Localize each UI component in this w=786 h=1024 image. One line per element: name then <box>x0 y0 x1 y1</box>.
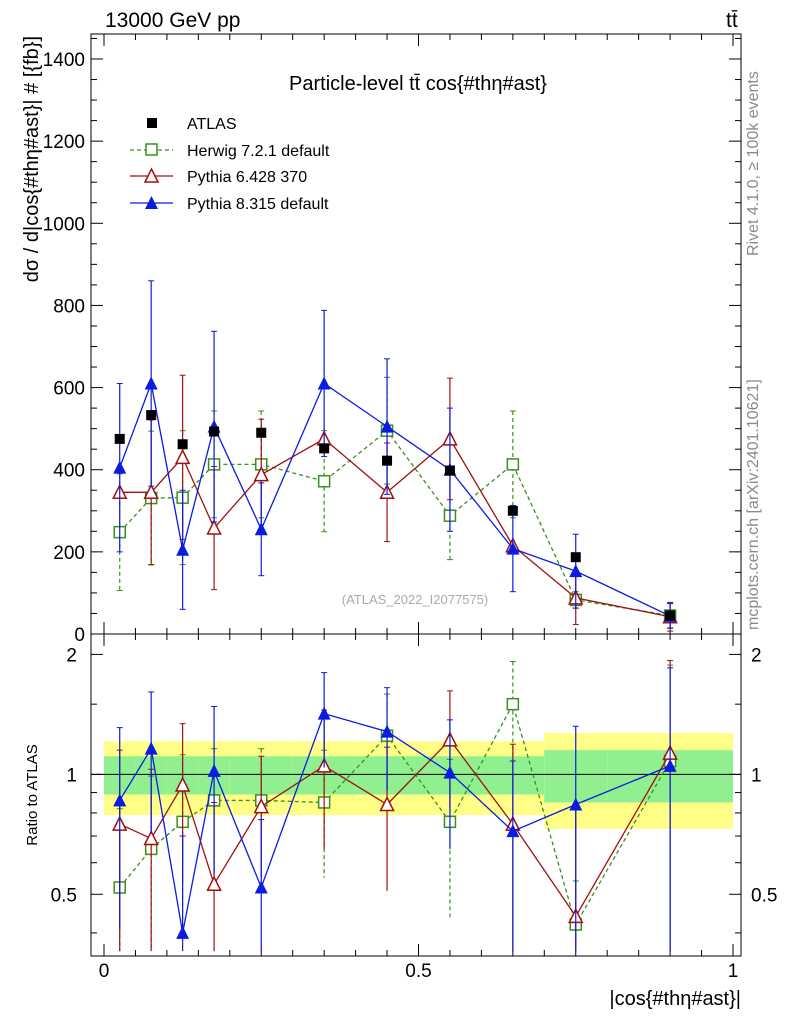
ratio-tick-label-right: 1 <box>751 765 762 786</box>
legend-marker-pythia6 <box>143 167 160 183</box>
atlas-point <box>507 505 518 516</box>
ratio-axis-label: Ratio to ATLAS <box>24 744 41 845</box>
herwig-7-2-1-default-point <box>506 458 520 471</box>
y-tick-label: 1000 <box>43 214 85 235</box>
pythia-8-315-default-point <box>254 522 268 536</box>
pythia-8-315-default-point <box>380 419 394 433</box>
pythia-8-315-default-line <box>119 381 671 617</box>
pythia-8-315-default-point <box>176 542 190 556</box>
y-tick-label: 800 <box>53 296 85 317</box>
legend-label-herwig: Herwig 7.2.1 default <box>187 143 330 160</box>
pythia-8-315-default-point <box>506 541 520 555</box>
pythia-8-315-default-ratio-point <box>380 724 394 738</box>
pythia-8-315-default-point <box>113 460 127 474</box>
mcplots-label: mcplots.cern.ch [arXiv:2401.10621] <box>745 379 762 630</box>
pythia-6-428-370-ratio-point <box>143 829 159 846</box>
y-axis-label: dσ / d|cos{#thη#ast}| # [{fb}] <box>21 36 43 282</box>
ratio-tick-label-left: 0.5 <box>51 885 77 906</box>
pythia-6-428-370-point <box>174 448 191 465</box>
pythia-8-315-default-point <box>569 564 583 578</box>
atlas-point <box>146 410 157 421</box>
pythia-6-428-370-ratio-point <box>174 776 191 792</box>
pythia-6-428-370-line <box>119 437 671 618</box>
ratio-frame <box>90 633 742 957</box>
energy-label: 13000 GeV pp <box>105 9 240 32</box>
pythia-6-428-370-point <box>253 465 269 482</box>
ratio-tick-label-left: 1 <box>66 765 77 786</box>
y-tick-label: 600 <box>53 379 85 400</box>
atlas-point <box>209 426 220 437</box>
legend-marker-atlas <box>147 118 157 128</box>
plot-title: Particle-level tt̄ cos{#thη#ast} <box>289 73 547 95</box>
atlas-point <box>319 443 330 454</box>
ratio-tick-label-right: 0.5 <box>751 885 777 906</box>
watermark: (ATLAS_2022_I2077575) <box>342 592 488 607</box>
pythia-6-428-370-point <box>206 519 222 535</box>
pythia-8-315-default-ratio-point <box>663 758 677 772</box>
y-tick-label: 200 <box>53 543 85 564</box>
atlas-point <box>665 610 676 621</box>
ratio-tick-label-left: 2 <box>66 645 77 666</box>
herwig-7-2-1-default-point <box>317 474 331 488</box>
x-tick-label: 0 <box>99 961 110 982</box>
legend-label-pythia8: Pythia 8.315 default <box>187 196 329 213</box>
pythia-6-428-370-point <box>143 483 159 500</box>
legend-marker-pythia8 <box>145 196 158 209</box>
pythia-8-315-default-ratio-point <box>254 880 268 894</box>
atlas-point <box>444 465 455 476</box>
y-tick-label: 400 <box>53 461 85 482</box>
pythia-8-315-default-ratio-point <box>113 793 127 807</box>
pythia-8-315-default-ratio-point <box>569 797 583 811</box>
rivet-label: Rivet 4.1.0, ≥ 100k events <box>745 71 762 256</box>
pythia-8-315-default-ratio-point <box>144 741 158 755</box>
legend-marker-herwig <box>145 143 158 156</box>
pythia-8-315-default-ratio-point <box>443 765 457 779</box>
y-tick-label: 1400 <box>43 50 85 71</box>
y-tick-label: 0 <box>74 625 85 646</box>
pythia-8-315-default-ratio-point <box>176 925 190 939</box>
atlas-point <box>114 433 125 444</box>
pythia-8-315-default-ratio-point <box>317 706 331 720</box>
herwig-7-2-1-default-ratio-point <box>506 697 520 711</box>
ratio-tick-label-right: 2 <box>751 645 762 666</box>
x-tick-label: 0.5 <box>405 961 431 982</box>
pythia-8-315-default-ratio-point <box>506 824 520 838</box>
pythia-8-315-default-point <box>317 376 331 390</box>
process-label: tt̄ <box>726 9 738 32</box>
atlas-point <box>177 439 188 450</box>
pythia-8-315-default-ratio-point <box>207 763 221 777</box>
legend-label-pythia6: Pythia 6.428 370 <box>187 169 307 186</box>
herwig-7-2-1-default-line <box>119 429 671 617</box>
atlas-point <box>382 455 393 466</box>
y-tick-label: 1200 <box>43 132 85 153</box>
pythia-6-428-370-ratio-point <box>253 797 269 814</box>
legend: ATLAS Herwig 7.2.1 default Pythia 6.428 … <box>130 116 330 213</box>
pythia-8-315-default-point <box>144 376 158 390</box>
atlas-point <box>256 427 267 438</box>
atlas-point <box>570 552 581 563</box>
pythia-6-428-370-ratio-point <box>379 795 395 812</box>
pythia-6-428-370-ratio-point <box>206 875 222 891</box>
x-axis-label: |cos{#thη#ast}| <box>609 988 741 1010</box>
legend-label-atlas: ATLAS <box>187 116 237 133</box>
x-tick-label: 1 <box>728 961 739 982</box>
